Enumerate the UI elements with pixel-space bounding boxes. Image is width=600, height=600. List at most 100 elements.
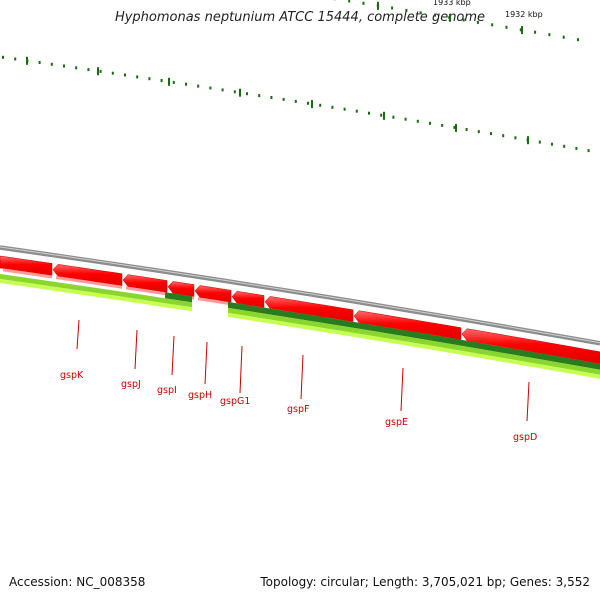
inner-ruler-minor-tick: [563, 144, 566, 148]
reverse-gene-mid-2: [228, 307, 600, 375]
forward-gene-5: [194, 285, 232, 303]
ruler-minor-tick: [534, 30, 537, 34]
genome-backbone: [0, 245, 600, 346]
inner-ruler-minor-tick: [38, 61, 41, 64]
gene-leader-gspK: [76, 319, 80, 350]
gene-leader-gspE: [400, 367, 404, 412]
inner-ruler-minor-tick: [160, 79, 163, 82]
ruler-major-tick: [449, 13, 451, 22]
inner-ruler-minor-tick: [368, 111, 370, 115]
inner-ruler-minor-tick: [453, 125, 456, 129]
accession-text: Accession: NC_008358: [9, 575, 146, 589]
inner-ruler-major-tick: [97, 67, 99, 76]
inner-ruler-minor-tick: [270, 96, 273, 99]
inner-ruler-major-tick: [168, 77, 170, 86]
page-title: Hyphomonas neptunium ATCC 15444, complet…: [114, 10, 486, 25]
gene-label-gspI: gspI: [157, 385, 177, 396]
reverse-gene-light-1: [0, 279, 192, 312]
forward-gene-shadow-3: [126, 286, 167, 296]
backbone-highlight: [0, 246, 600, 344]
inner-ruler: [2, 55, 590, 153]
inner-ruler-minor-tick: [343, 107, 346, 111]
inner-ruler-minor-tick: [185, 82, 187, 86]
gene-leader-gspI: [171, 335, 175, 376]
gene-label-gspF: gspF: [287, 404, 309, 415]
inner-ruler-minor-tick: [380, 113, 383, 117]
inner-ruler-minor-tick: [14, 57, 17, 61]
inner-ruler-minor-tick: [465, 128, 468, 131]
inner-ruler-minor-tick: [551, 142, 553, 146]
inner-ruler-minor-tick: [75, 66, 78, 70]
reverse-gene-track: [0, 274, 600, 379]
inner-ruler-minor-tick: [429, 121, 431, 125]
inner-ruler-minor-tick: [209, 86, 212, 90]
ruler-minor-tick: [491, 23, 494, 27]
inner-ruler-minor-tick: [258, 94, 261, 98]
forward-gene-8: [353, 310, 462, 340]
inner-ruler-minor-tick: [538, 140, 541, 144]
gene-label-gspH: gspH: [188, 390, 212, 401]
ruler-minor-tick: [462, 18, 465, 22]
genome-summary-text: Topology: circular; Length: 3,705,021 bp…: [260, 575, 590, 589]
inner-ruler-minor-tick: [392, 115, 395, 119]
inner-ruler-major-tick: [455, 123, 457, 132]
gene-labels: gspK gspJ gspI gspH gspG1 gspF gspE gspD: [60, 319, 537, 443]
inner-ruler-minor-tick: [111, 71, 114, 75]
reverse-gene-gspL-dark: [165, 292, 192, 303]
ruler-minor-tick: [419, 11, 422, 15]
inner-ruler-major-tick: [239, 88, 241, 97]
inner-ruler-minor-tick: [502, 134, 505, 138]
ruler-label: 1933 kbp: [433, 0, 471, 7]
inner-ruler-minor-tick: [490, 132, 492, 136]
ruler-minor-tick: [476, 20, 479, 24]
inner-ruler-minor-tick: [148, 77, 151, 81]
inner-ruler-minor-tick: [514, 136, 517, 140]
inner-ruler-minor-tick: [294, 99, 297, 103]
inner-ruler-minor-tick: [172, 80, 175, 84]
inner-ruler-minor-tick: [477, 130, 480, 134]
ruler-minor-tick: [577, 38, 579, 42]
inner-ruler-minor-tick: [282, 97, 285, 101]
inner-ruler-minor-tick: [197, 84, 200, 88]
gene-label-gspJ: gspJ: [121, 379, 141, 390]
forward-gene-shadow-1: [3, 268, 52, 279]
gene-label-gspD: gspD: [513, 432, 537, 443]
gene-leader-gspD: [526, 381, 530, 422]
inner-ruler-minor-tick: [136, 75, 139, 79]
inner-ruler-minor-tick: [99, 69, 102, 73]
inner-ruler-minor-tick: [587, 149, 590, 153]
inner-ruler-minor-tick: [355, 109, 358, 113]
ruler-major-tick: [377, 1, 379, 10]
ruler-minor-tick: [362, 1, 365, 5]
gene-label-gspK: gspK: [60, 370, 84, 381]
ruler-minor-tick: [348, 0, 351, 3]
inner-ruler-major-tick: [311, 100, 313, 109]
inner-ruler-minor-tick: [233, 90, 236, 94]
ruler-minor-tick: [434, 13, 436, 17]
outer-ruler: 1939 kbp1938 kbp1937 kbp1936 kbp1935 kbp…: [333, 0, 579, 42]
inner-ruler-minor-tick: [441, 123, 444, 127]
ruler-minor-tick: [505, 25, 508, 29]
reverse-gene-light-2: [228, 312, 600, 379]
inner-ruler-minor-tick: [331, 105, 334, 109]
ruler-label: 1932 kbp: [505, 10, 543, 19]
inner-ruler-minor-tick: [221, 88, 224, 92]
gene-leader-gspF: [300, 354, 304, 400]
inner-ruler-minor-tick: [575, 147, 578, 150]
reverse-gene-mid-1: [0, 274, 192, 308]
inner-ruler-minor-tick: [307, 101, 309, 105]
inner-ruler-major-tick: [527, 136, 529, 145]
inner-ruler-minor-tick: [87, 68, 90, 72]
ruler-minor-tick: [562, 35, 565, 39]
reverse-gene-dark-2: [228, 301, 600, 370]
inner-ruler-minor-tick: [319, 103, 322, 107]
inner-ruler-major-tick: [383, 111, 385, 120]
inner-ruler-minor-tick: [246, 92, 248, 96]
ruler-minor-tick: [391, 6, 394, 10]
forward-gene-shadow-5: [198, 297, 231, 306]
gene-leader-gspJ: [134, 329, 138, 370]
gene-label-gspG1: gspG1: [220, 396, 250, 407]
ruler-minor-tick: [519, 28, 522, 32]
inner-ruler-minor-tick: [124, 73, 126, 77]
